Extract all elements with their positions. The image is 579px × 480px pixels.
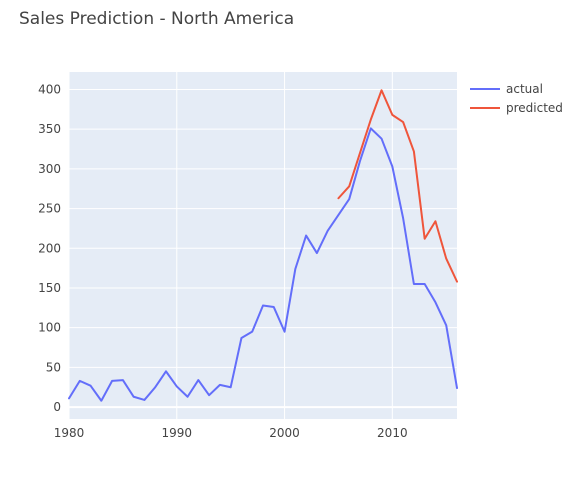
series-lines: [68, 89, 458, 402]
y-tick-label: 250: [38, 202, 61, 216]
axis-ticks: 0 50 100 150 200 250 300 350 400 1980 1990 2000 2010: [38, 82, 408, 440]
legend-item-actual[interactable]: actual: [470, 82, 543, 96]
x-tick-label: 2010: [377, 426, 408, 440]
legend-label: actual: [506, 82, 543, 96]
series-line-actual: [68, 127, 458, 402]
y-tick-label: 300: [38, 162, 61, 176]
chart-title: Sales Prediction - North America: [19, 9, 294, 29]
y-tick-label: 350: [38, 122, 61, 136]
x-tick-label: 1990: [162, 426, 193, 440]
y-tick-label: 100: [38, 321, 61, 335]
y-tick-label: 50: [46, 360, 61, 374]
y-tick-label: 150: [38, 281, 61, 295]
y-tick-label: 200: [38, 241, 61, 255]
legend-label: predicted: [506, 101, 563, 115]
x-tick-label: 1980: [54, 426, 85, 440]
grid: [68, 72, 457, 419]
x-tick-label: 2000: [269, 426, 300, 440]
series-line-predicted: [337, 89, 458, 283]
legend[interactable]: actual predicted: [470, 82, 563, 115]
y-tick-label: 0: [53, 400, 61, 414]
y-tick-label: 400: [38, 82, 61, 96]
legend-item-predicted[interactable]: predicted: [470, 101, 563, 115]
